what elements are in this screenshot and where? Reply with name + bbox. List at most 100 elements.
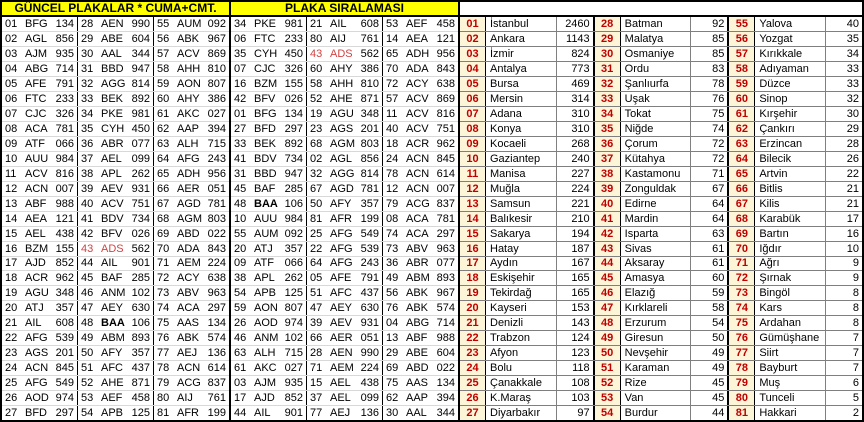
city-code-cell[interactable]: 30 <box>594 46 621 61</box>
city-name-cell[interactable]: Sakarya <box>490 227 531 240</box>
city-code-cell[interactable]: 14 <box>460 211 486 226</box>
city-value-cell[interactable]: 49 <box>690 361 727 376</box>
city-name-cell[interactable]: Amasya <box>624 272 665 285</box>
plate-cell[interactable]: 79 ACG 837 <box>153 376 229 391</box>
plate-cell[interactable]: 73 ABV 963 <box>382 241 458 256</box>
city-name-cell[interactable]: Kilis <box>759 197 780 210</box>
plate-cell[interactable]: 75 AAS 134 <box>153 316 229 331</box>
city-code-cell[interactable]: 15 <box>460 226 486 241</box>
city-code-cell[interactable]: 72 <box>729 271 756 286</box>
plate-cell[interactable]: 41 BDV 734 <box>77 211 153 226</box>
city-value-cell[interactable]: 32 <box>825 91 862 106</box>
city-name-cell[interactable]: Aksaray <box>624 257 665 270</box>
plate-cell[interactable]: 25 AFG 549 <box>2 376 77 390</box>
plate-cell[interactable]: 10 AUU 984 <box>231 212 306 226</box>
plate-cell[interactable]: 80 AIJ 761 <box>153 391 229 406</box>
city-name-cell[interactable]: Tokat <box>624 107 651 120</box>
plate-cell[interactable]: 02 AGL 856 <box>306 151 382 166</box>
city-code-cell[interactable]: 32 <box>594 76 621 91</box>
plate-cell[interactable]: 30 AAL 344 <box>382 406 458 421</box>
city-value-cell[interactable]: 9 <box>825 256 862 271</box>
city-code-cell[interactable]: 08 <box>460 121 486 136</box>
city-code-cell[interactable]: 02 <box>460 31 486 46</box>
plate-cell[interactable]: 45 BAF 285 <box>231 182 306 196</box>
city-value-cell[interactable]: 17 <box>825 211 862 226</box>
city-name-cell[interactable]: Trabzon <box>490 332 530 345</box>
plate-cell[interactable]: 73 ABV 963 <box>153 286 229 301</box>
plate-cell[interactable]: 64 AFG 243 <box>306 256 382 271</box>
city-name-cell[interactable]: Diyarbakır <box>490 407 541 420</box>
city-name-cell[interactable]: Uşak <box>624 92 650 105</box>
plate-cell[interactable]: 16 BZM 155 <box>231 77 306 91</box>
city-code-cell[interactable]: 09 <box>460 136 486 151</box>
city-code-cell[interactable]: 17 <box>460 256 486 271</box>
plate-cell[interactable]: 64 AFG 243 <box>153 151 229 166</box>
plate-cell[interactable]: 65 ADH 956 <box>153 166 229 181</box>
city-name-cell[interactable]: Muğla <box>490 182 520 195</box>
city-value-cell[interactable]: 63 <box>690 226 727 241</box>
city-name-cell[interactable]: Erzincan <box>759 137 803 150</box>
plate-cell[interactable]: 23 AGS 201 <box>2 346 77 360</box>
city-value-cell[interactable]: 44 <box>690 406 727 421</box>
city-code-cell[interactable]: 29 <box>594 31 621 46</box>
city-code-cell[interactable]: 69 <box>729 226 756 241</box>
plate-cell[interactable]: 80 AIJ 761 <box>306 31 382 46</box>
city-name-cell[interactable]: Osmaniye <box>624 47 675 60</box>
city-value-cell[interactable]: 85 <box>690 46 727 61</box>
plate-cell[interactable]: 72 ACY 638 <box>153 271 229 286</box>
city-value-cell[interactable]: 34 <box>825 46 862 61</box>
city-code-cell[interactable]: 81 <box>729 406 756 421</box>
plate-cell[interactable]: 38 APL 262 <box>77 166 153 181</box>
city-name-cell[interactable]: Bilecik <box>759 152 792 165</box>
plate-cell[interactable]: 59 AON 807 <box>231 301 306 315</box>
city-code-cell[interactable]: 49 <box>594 331 621 346</box>
city-value-cell[interactable]: 123 <box>555 346 593 361</box>
city-code-cell[interactable]: 66 <box>729 181 756 196</box>
plate-cell[interactable]: 45 BAF 285 <box>77 271 153 286</box>
city-value-cell[interactable]: 71 <box>690 166 727 181</box>
plate-cell[interactable]: 05 AFE 791 <box>306 271 382 286</box>
city-code-cell[interactable]: 33 <box>594 91 621 106</box>
city-name-cell[interactable]: Bingöl <box>759 287 790 300</box>
plate-cell[interactable]: 70 ADA 843 <box>382 61 458 76</box>
city-value-cell[interactable]: 187 <box>555 241 593 256</box>
city-code-cell[interactable]: 04 <box>460 61 486 76</box>
city-name-cell[interactable]: Artvin <box>759 167 788 180</box>
city-name-cell[interactable]: Bitlis <box>759 182 783 195</box>
plate-cell[interactable]: 16 BZM 155 <box>2 242 77 256</box>
city-value-cell[interactable]: 314 <box>555 91 593 106</box>
city-code-cell[interactable]: 75 <box>729 316 756 331</box>
plate-cell[interactable]: 29 ABE 604 <box>382 346 458 361</box>
city-value-cell[interactable]: 773 <box>555 61 593 76</box>
city-code-cell[interactable]: 40 <box>594 196 621 211</box>
city-code-cell[interactable]: 28 <box>594 17 621 31</box>
city-value-cell[interactable]: 165 <box>555 286 593 301</box>
plate-cell[interactable]: 34 PKE 981 <box>77 106 153 121</box>
city-code-cell[interactable]: 25 <box>460 376 486 391</box>
plate-cell[interactable]: 54 APB 125 <box>231 286 306 300</box>
plate-cell[interactable]: 71 AEM 224 <box>306 361 382 376</box>
plate-cell[interactable]: 38 APL 262 <box>231 271 306 285</box>
city-name-cell[interactable]: Manisa <box>490 167 526 180</box>
plate-cell[interactable]: 54 APB 125 <box>77 406 153 421</box>
city-value-cell[interactable]: 54 <box>690 316 727 331</box>
city-name-cell[interactable]: Hakkari <box>759 407 797 420</box>
plate-cell[interactable]: 19 AGU 348 <box>306 106 382 121</box>
plate-cell[interactable]: 59 AON 807 <box>153 76 229 91</box>
city-value-cell[interactable]: 10 <box>825 241 862 256</box>
city-name-cell[interactable]: Kırklareli <box>624 302 668 315</box>
city-value-cell[interactable]: 2460 <box>555 17 593 31</box>
city-value-cell[interactable]: 72 <box>690 136 727 151</box>
city-name-cell[interactable]: Çorum <box>624 137 658 150</box>
city-value-cell[interactable]: 29 <box>825 121 862 136</box>
city-value-cell[interactable]: 167 <box>555 256 593 271</box>
city-code-cell[interactable]: 56 <box>729 31 756 46</box>
city-name-cell[interactable]: Antalya <box>490 62 527 75</box>
plate-cell[interactable]: 07 CJC 326 <box>231 62 306 76</box>
city-name-cell[interactable]: Siirt <box>759 347 779 360</box>
city-name-cell[interactable]: Gaziantep <box>490 152 541 165</box>
plate-cell[interactable]: 58 AHH 810 <box>153 61 229 76</box>
plate-cell[interactable]: 02 AGL 856 <box>2 32 77 46</box>
city-value-cell[interactable]: 21 <box>825 196 862 211</box>
plate-cell[interactable]: 04 ABG 714 <box>382 316 458 331</box>
